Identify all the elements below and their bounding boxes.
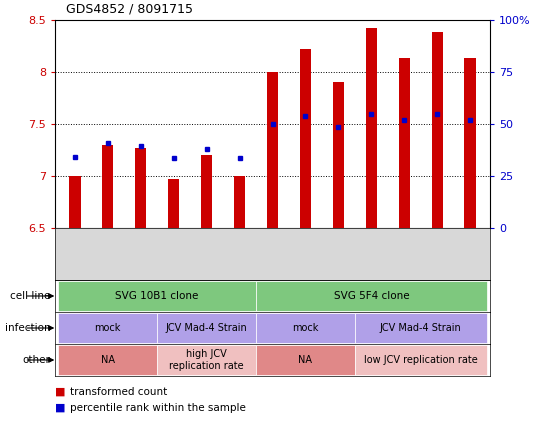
Bar (135, 148, 146, 228)
Text: ■: ■ (55, 387, 66, 397)
Bar (355, 345, 486, 375)
Bar (399, 58, 410, 228)
Bar (465, 58, 476, 228)
Text: NA: NA (299, 355, 312, 365)
Bar (366, 28, 377, 228)
Bar (234, 176, 245, 228)
Text: SVG 10B1 clone: SVG 10B1 clone (115, 291, 199, 301)
Bar (256, 280, 486, 311)
Bar (69, 176, 81, 228)
Text: infection: infection (5, 323, 51, 333)
Bar (355, 313, 486, 343)
Bar (201, 155, 212, 228)
Bar (168, 179, 180, 228)
Bar (58, 345, 157, 375)
Bar (102, 145, 114, 228)
Bar (431, 33, 443, 228)
Bar (157, 313, 256, 343)
Text: percentile rank within the sample: percentile rank within the sample (70, 403, 246, 413)
Text: NA: NA (100, 355, 115, 365)
Text: mock: mock (94, 323, 121, 333)
Text: JCV Mad-4 Strain: JCV Mad-4 Strain (166, 323, 247, 333)
Bar (58, 313, 157, 343)
Bar (157, 345, 256, 375)
Text: JCV Mad-4 Strain: JCV Mad-4 Strain (380, 323, 462, 333)
Bar (58, 280, 256, 311)
Text: SVG 5F4 clone: SVG 5F4 clone (334, 291, 409, 301)
Text: cell line: cell line (10, 291, 51, 301)
Text: transformed count: transformed count (70, 387, 167, 397)
Bar (256, 345, 355, 375)
Text: high JCV
replication rate: high JCV replication rate (169, 349, 244, 371)
Bar (267, 72, 278, 228)
Bar (333, 82, 344, 228)
Bar (256, 313, 355, 343)
Text: mock: mock (292, 323, 319, 333)
Bar (300, 49, 311, 228)
Text: ■: ■ (55, 403, 66, 413)
Text: other: other (23, 355, 51, 365)
Text: GDS4852 / 8091715: GDS4852 / 8091715 (66, 2, 193, 15)
Text: low JCV replication rate: low JCV replication rate (364, 355, 478, 365)
